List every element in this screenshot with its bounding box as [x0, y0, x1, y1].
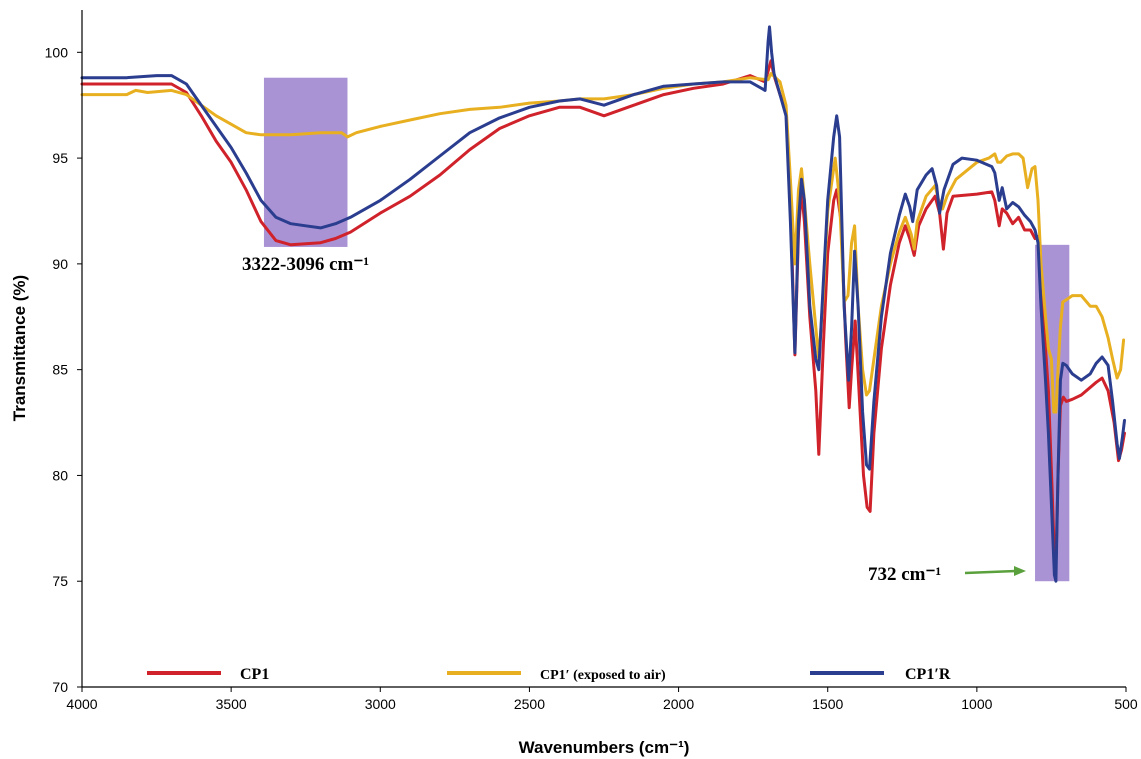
series-lines	[80, 25, 1126, 583]
legend-label: CP1	[240, 666, 269, 683]
y-tick-label: 85	[52, 362, 68, 378]
highlight-regions	[263, 77, 1070, 582]
legend-label: CP1′ (exposed to air)	[540, 668, 666, 683]
y-axis-ticks: 70 75 80 85 90 95 100	[45, 44, 82, 695]
x-axis-ticks: 4000 3500 3000 2500 2000 1500 1000 500	[66, 687, 1138, 712]
x-tick-label: 500	[1114, 696, 1138, 712]
annotation-oh-band: 3322-3096 cm⁻¹	[242, 254, 369, 275]
series-line-1	[80, 72, 1126, 414]
x-tick-label: 1000	[961, 696, 992, 712]
series-line-2	[80, 25, 1126, 583]
highlight-region-0	[263, 77, 348, 247]
y-tick-label: 80	[52, 467, 68, 483]
x-tick-label: 2500	[514, 696, 545, 712]
legend: CP1 CP1′ (exposed to air) CP1′R	[147, 666, 951, 683]
legend-item-cp1: CP1	[147, 666, 269, 683]
y-tick-label: 70	[52, 679, 68, 695]
x-tick-label: 3000	[365, 696, 396, 712]
y-tick-label: 95	[52, 150, 68, 166]
y-axis-title: Transmittance (%)	[10, 275, 29, 421]
series-line-0	[80, 59, 1126, 566]
x-tick-label: 1500	[812, 696, 843, 712]
x-tick-label: 3500	[216, 696, 247, 712]
y-tick-label: 75	[52, 573, 68, 589]
legend-item-cp1-air: CP1′ (exposed to air)	[447, 668, 666, 683]
y-tick-label: 90	[52, 256, 68, 272]
annotation-732-band: 732 cm⁻¹	[868, 564, 941, 585]
annotation-arrow	[964, 566, 1026, 576]
x-tick-label: 2000	[663, 696, 694, 712]
legend-item-cp1r: CP1′R	[810, 666, 951, 683]
x-axis-title: Wavenumbers (cm⁻¹)	[519, 738, 690, 757]
legend-label: CP1′R	[905, 666, 951, 683]
y-tick-label: 100	[45, 44, 69, 60]
x-tick-label: 4000	[66, 696, 97, 712]
